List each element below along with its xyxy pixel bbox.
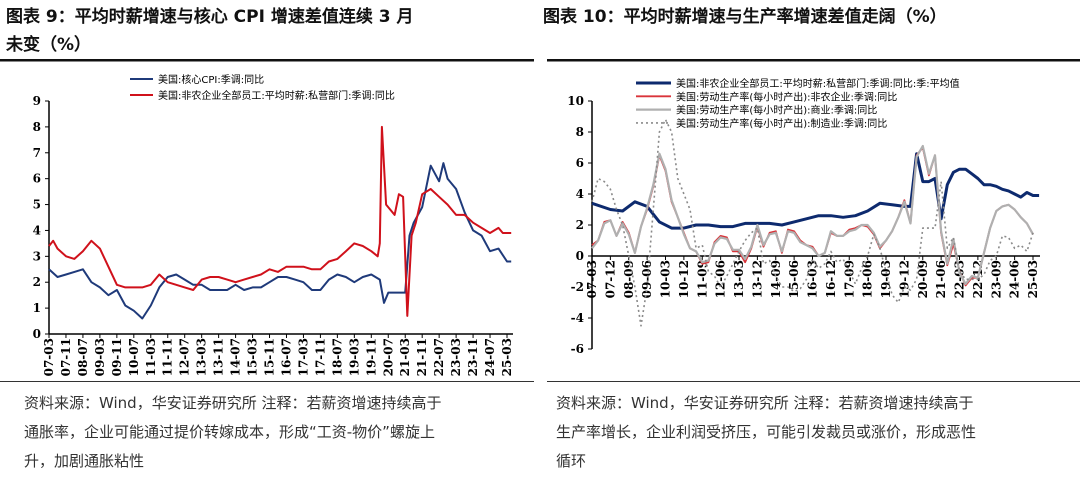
y-tick-label: 10: [567, 94, 584, 108]
y-tick-label: 2: [33, 275, 41, 289]
y-tick-label: 3: [33, 249, 41, 263]
x-tick-label: 23-09: [989, 260, 1003, 298]
x-tick-label: 07-11: [59, 338, 73, 376]
x-tick-label: 11-03: [144, 338, 158, 376]
x-tick-label: 16-12: [824, 260, 838, 298]
x-tick-label: 18-07: [330, 338, 344, 376]
y-tick-label: 7: [33, 146, 41, 160]
x-tick-label: 09-06: [640, 260, 654, 298]
x-tick-label: 12-07: [178, 338, 192, 376]
x-tick-label: 23-11: [466, 338, 480, 376]
x-tick-label: 08-07: [76, 338, 90, 376]
x-tick-label: 13-03: [195, 338, 209, 376]
x-tick-label: 25-03: [500, 338, 514, 376]
left-note-line: 升，加剧通胀粘性: [24, 452, 144, 470]
x-tick-label: 15-06: [787, 260, 801, 298]
y-tick-label: 1: [33, 301, 41, 315]
x-tick-label: 17-09: [842, 260, 856, 298]
x-tick-label: 24-07: [483, 338, 497, 376]
x-tick-label: 22-07: [432, 338, 446, 376]
x-tick-label: 21-06: [934, 260, 948, 298]
legend-label: 美国:非农企业全部员工:平均时薪:私营部门:季调:同比:季:平均值: [676, 77, 960, 90]
x-tick-label: 07-12: [603, 260, 617, 298]
series-line: [48, 125, 512, 317]
series-line: [591, 144, 1034, 285]
left-top-rule: [0, 59, 534, 62]
y-tick-label: 4: [576, 187, 584, 201]
x-tick-label: 21-03: [398, 338, 412, 376]
y-tick-label: 4: [33, 223, 41, 237]
x-tick-label: 15-03: [246, 338, 260, 376]
x-tick-label: 10-07: [127, 338, 141, 376]
right-top-rule: [547, 59, 1080, 62]
x-tick-label: 10-12: [677, 260, 691, 298]
x-tick-label: 19-03: [879, 260, 893, 298]
y-tick-label: 6: [576, 156, 584, 170]
x-tick-label: 13-11: [212, 338, 226, 376]
x-tick-label: 25-03: [1026, 260, 1040, 298]
series-line: [591, 152, 1040, 230]
y-tick-label: -4: [571, 311, 584, 325]
x-tick-label: 11-11: [161, 338, 175, 376]
right-note-line: 资料来源：Wind，华安证券研究所 注释：若薪资增速持续高于: [556, 394, 973, 412]
y-tick-label: 9: [33, 94, 41, 108]
x-tick-label: 17-03: [296, 338, 310, 376]
legend-label: 美国:劳动生产率(每小时产出):非农企业:季调:同比: [676, 90, 897, 103]
x-tick-label: 19-03: [347, 338, 361, 376]
y-tick-label: 0: [33, 327, 41, 341]
left-note-line: 通胀率，企业可能通过提价转嫁成本，形成“工资-物价”螺旋上: [24, 423, 435, 441]
x-tick-label: 18-06: [861, 260, 875, 298]
y-tick-label: 5: [33, 198, 41, 212]
x-tick-label: 14-09: [769, 260, 783, 298]
x-tick-label: 21-11: [415, 338, 429, 376]
x-tick-label: 09-03: [93, 338, 107, 376]
x-tick-label: 16-07: [279, 338, 293, 376]
x-tick-label: 19-12: [897, 260, 911, 298]
y-tick-label: -2: [571, 280, 584, 294]
y-tick-label: 8: [33, 120, 41, 134]
left-title-line2: 未变（%）: [5, 34, 91, 55]
right-note-line: 生产率增长，企业利润受挤压，可能引发裁员或涨价，形成恶性: [556, 423, 976, 441]
legend-label: 美国:劳动生产率(每小时产出):商业:季调:同比: [676, 104, 877, 117]
x-tick-label: 14-07: [229, 338, 243, 376]
x-tick-label: 24-06: [1008, 260, 1022, 298]
legend-label: 美国:核心CPI:季调:同比: [158, 73, 264, 86]
x-tick-label: 11-09: [695, 260, 709, 298]
right-chart: -6 -4 -2 0 2 4 6 8 10 07-03 07-12 08-09 09-06 10-03 10…: [567, 77, 1040, 356]
x-tick-label: 22-03: [953, 260, 967, 298]
x-tick-label: 08-09: [622, 260, 636, 298]
x-tick-label: 07-03: [585, 260, 599, 298]
x-tick-label: 09-11: [110, 338, 124, 376]
legend-label: 美国:非农企业全部员工:平均时薪:私营部门:季调:同比: [158, 89, 395, 102]
y-tick-label: 2: [576, 218, 584, 232]
left-title-line1: 图表 9：平均时薪增速与核心 CPI 增速差值连续 3 月: [6, 6, 414, 27]
x-tick-label: 12-06: [714, 260, 728, 298]
x-tick-label: 10-03: [659, 260, 673, 298]
x-tick-label: 13-12: [750, 260, 764, 298]
y-tick-label: -6: [571, 342, 584, 356]
series-line: [48, 162, 512, 320]
x-tick-label: 19-11: [364, 338, 378, 376]
right-note-line: 循环: [556, 452, 586, 470]
x-tick-label: 20-07: [381, 338, 395, 376]
y-tick-label: 0: [576, 249, 584, 263]
x-tick-label: 17-11: [313, 338, 327, 376]
left-bottom-rule: [0, 381, 534, 382]
left-chart: 0 1 2 3 4 5 6 7 8 9 07-03 07-11 08-07 09-03 09-11 10-07…: [33, 73, 514, 376]
x-tick-label: 23-03: [449, 338, 463, 376]
y-tick-label: 6: [33, 172, 41, 186]
x-tick-label: 13-03: [732, 260, 746, 298]
left-note-line: 资料来源：Wind，华安证券研究所 注释：若薪资增速持续高于: [24, 394, 441, 412]
x-tick-label: 15-11: [263, 338, 277, 376]
y-tick-label: 8: [576, 125, 584, 139]
right-title: 图表 10：平均时薪增速与生产率增速差值走阔（%）: [543, 6, 947, 27]
x-tick-label: 20-09: [916, 260, 930, 298]
x-tick-label: 07-03: [42, 338, 56, 376]
legend-label: 美国:劳动生产率(每小时产出):制造业:季调:同比: [676, 117, 887, 130]
right-bottom-rule: [547, 381, 1080, 382]
